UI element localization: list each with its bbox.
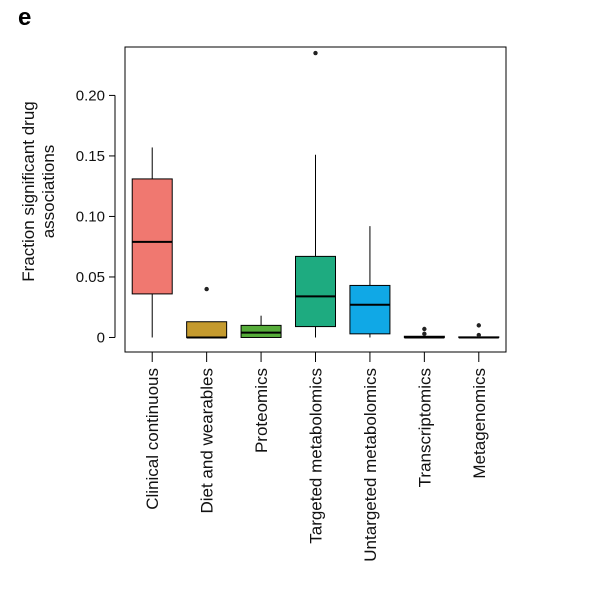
- box-3: [240, 315, 282, 338]
- box-iqr: [131, 178, 173, 295]
- outlier-point: [422, 331, 427, 337]
- x-category-label: Proteomics: [252, 368, 271, 453]
- y-axis-title-line: associations: [39, 145, 58, 239]
- x-category-label: Transcriptomics: [415, 368, 434, 487]
- y-axis-title-text: Fraction significant drugassociations: [19, 101, 58, 281]
- outlier-point: [422, 326, 427, 332]
- box-iqr: [240, 324, 282, 338]
- y-axis-title-line: Fraction significant drug: [19, 101, 38, 281]
- y-tick-label: 0: [97, 329, 105, 346]
- y-tick-label: 0.20: [76, 87, 105, 104]
- x-category-label: Metagenomics: [470, 368, 489, 479]
- outlier-point: [204, 286, 209, 292]
- box-6: [403, 326, 445, 339]
- box-5: [349, 226, 391, 338]
- box-7: [458, 323, 500, 339]
- box-1: [131, 147, 173, 338]
- x-category-label: Clinical continuous: [143, 368, 162, 510]
- box-4: [295, 50, 336, 338]
- plot-area: [124, 46, 507, 353]
- x-category-label: Untargeted metabolomics: [361, 368, 380, 562]
- x-category-label: Diet and wearables: [198, 368, 217, 514]
- y-axis: 0 0.05 0.10 0.15 0.20: [76, 87, 116, 346]
- box-iqr: [295, 255, 336, 328]
- box-iqr: [349, 284, 391, 335]
- outlier-point: [476, 323, 481, 328]
- y-tick-label: 0.15: [76, 148, 105, 165]
- x-axis-labels: Clinical continuous Diet and wearables Pro…: [143, 352, 489, 562]
- panel-label: e: [18, 4, 32, 31]
- outlier-point: [313, 50, 318, 56]
- y-axis-title: Fraction significant drugassociations: [19, 101, 58, 281]
- x-category-label: Targeted metabolomics: [307, 368, 326, 544]
- outlier-point: [476, 332, 481, 338]
- y-tick-label: 0.05: [76, 269, 105, 286]
- y-tick-label: 0.10: [76, 208, 105, 225]
- box-2: [186, 286, 228, 339]
- box-iqr: [186, 321, 228, 338]
